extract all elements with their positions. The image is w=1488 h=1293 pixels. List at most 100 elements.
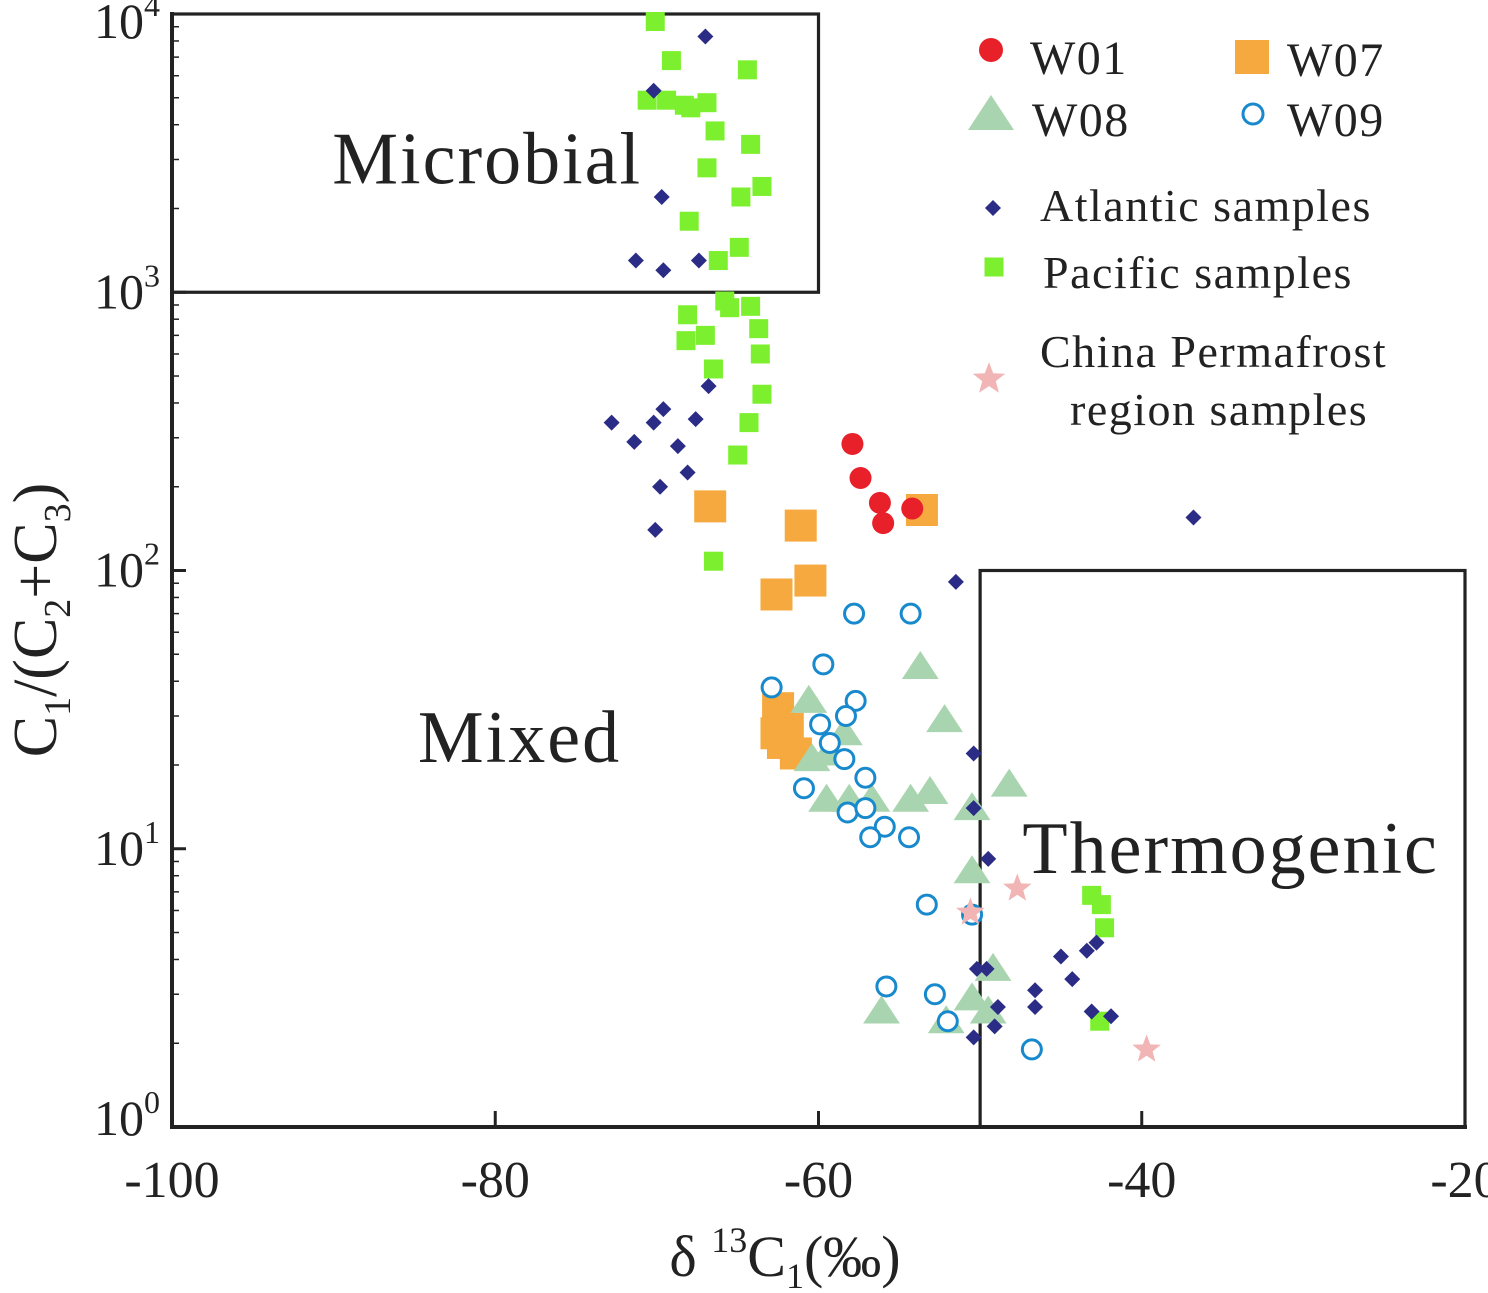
series-pacific-samples	[637, 11, 1115, 1031]
point-atlantic-samples	[965, 745, 982, 762]
x-tick-label: -60	[784, 1152, 853, 1209]
series-w07	[694, 490, 938, 770]
point-pacific-samples	[681, 98, 701, 118]
point-atlantic-samples	[697, 28, 714, 45]
point-atlantic-samples	[655, 262, 672, 279]
point-pacific-samples	[657, 90, 677, 110]
point-w08	[863, 995, 900, 1024]
point-atlantic-samples	[1027, 982, 1044, 999]
x-tick-label: -20	[1430, 1152, 1488, 1209]
y-tick-label: 102	[94, 536, 160, 598]
point-w09	[859, 826, 882, 849]
legend-marker-w09	[1241, 102, 1265, 126]
x-tick-label: -40	[1107, 1152, 1176, 1209]
point-atlantic-samples	[1185, 509, 1202, 526]
point-w09	[833, 748, 856, 771]
point-atlantic-samples	[655, 401, 672, 418]
point-pacific-samples	[737, 60, 757, 80]
point-w08	[901, 650, 939, 679]
y-tick-label: 103	[94, 257, 160, 319]
legend-item-pacific-samples: Pacific samples	[984, 247, 1353, 298]
point-pacific-samples	[703, 359, 723, 379]
legend-label-w01: W01	[1030, 32, 1128, 85]
region-labels: Microbial Mixed Thermogenic	[332, 118, 1437, 889]
y-axis-title: C1/(C2+C3)	[2, 483, 79, 758]
point-w07	[760, 578, 793, 611]
point-atlantic-samples	[687, 411, 704, 428]
point-atlantic-samples	[1052, 948, 1069, 965]
region-label-mixed: Mixed	[418, 697, 621, 779]
point-w07	[784, 509, 817, 542]
data-points	[603, 11, 1202, 1062]
point-atlantic-samples	[700, 378, 717, 395]
x-tick-label: -80	[461, 1152, 530, 1209]
series-atlantic-samples	[603, 28, 1202, 1046]
legend-label-atlantic-samples: Atlantic samples	[1040, 180, 1372, 231]
point-atlantic-samples	[652, 478, 669, 495]
point-w01	[841, 432, 864, 455]
point-w07	[794, 564, 827, 597]
series-china-permafrost-region-samples	[956, 873, 1161, 1062]
point-w09	[854, 766, 877, 789]
y-tick-label: 104	[94, 0, 160, 49]
legend-marker-pacific-samples	[984, 257, 1004, 277]
point-atlantic-samples	[1027, 998, 1044, 1015]
point-w09	[792, 777, 815, 800]
legend-label-pacific-samples: Pacific samples	[1043, 247, 1353, 298]
point-w08	[793, 743, 831, 772]
point-atlantic-samples	[986, 1018, 1003, 1035]
point-atlantic-samples	[645, 82, 662, 99]
point-w08	[911, 775, 949, 804]
point-atlantic-samples	[1078, 942, 1095, 959]
series-w01	[841, 432, 924, 535]
point-w08	[790, 684, 828, 713]
legend-marker-w01	[979, 38, 1003, 62]
point-w09	[1020, 1038, 1043, 1061]
point-pacific-samples	[750, 344, 770, 364]
point-w09	[898, 826, 921, 849]
point-atlantic-samples	[603, 414, 620, 431]
point-pacific-samples	[749, 319, 769, 339]
legend-item-china-permafrost-region-samples: China Permafrost region samples	[972, 326, 1386, 435]
point-atlantic-samples	[965, 1029, 982, 1046]
point-atlantic-samples	[1083, 1003, 1100, 1020]
point-atlantic-samples	[989, 998, 1006, 1015]
point-atlantic-samples	[1103, 1008, 1120, 1025]
legend: W01 W07 W08 W09 Atlantic samples Pacific samp…	[968, 32, 1386, 435]
point-atlantic-samples	[627, 252, 644, 269]
point-pacific-samples	[661, 51, 681, 71]
point-china-permafrost-region-samples	[1132, 1034, 1161, 1062]
point-pacific-samples	[708, 251, 728, 271]
point-w09	[844, 689, 867, 712]
point-pacific-samples	[1095, 918, 1115, 938]
x-tick-label: -100	[124, 1152, 219, 1209]
legend-label-w08: W08	[1032, 94, 1130, 147]
point-china-permafrost-region-samples	[956, 897, 985, 925]
point-pacific-samples	[676, 331, 696, 351]
point-atlantic-samples	[645, 414, 662, 431]
point-w08	[926, 704, 963, 733]
point-china-permafrost-region-samples	[1003, 873, 1032, 901]
point-atlantic-samples	[980, 850, 997, 867]
legend-label-w07: W07	[1287, 34, 1385, 87]
point-pacific-samples	[728, 445, 748, 465]
point-w09	[812, 653, 835, 676]
point-w09	[873, 815, 896, 838]
point-w09	[899, 602, 922, 625]
point-pacific-samples	[697, 158, 717, 178]
legend-item-w07: W07	[1235, 34, 1385, 87]
point-atlantic-samples	[653, 188, 670, 205]
legend-marker-atlantic-samples	[985, 200, 1001, 216]
legend-item-w01: W01	[979, 32, 1128, 85]
point-w07	[694, 490, 727, 523]
legend-item-w08: W08	[968, 94, 1130, 147]
point-atlantic-samples	[679, 464, 696, 481]
point-pacific-samples	[697, 93, 717, 113]
point-atlantic-samples	[1064, 971, 1081, 988]
point-w09	[915, 893, 938, 916]
point-pacific-samples	[678, 305, 698, 325]
point-pacific-samples	[741, 134, 761, 154]
point-atlantic-samples	[1088, 934, 1105, 951]
point-w09	[834, 704, 857, 727]
